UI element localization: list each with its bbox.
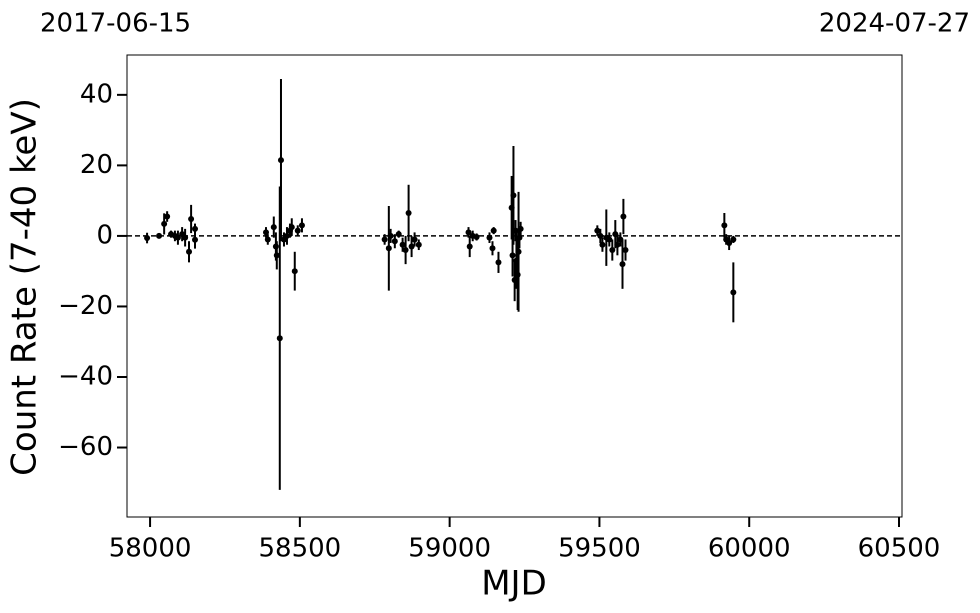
data-point bbox=[273, 252, 280, 259]
data-point bbox=[188, 215, 195, 222]
data-point bbox=[516, 234, 523, 241]
data-point bbox=[391, 238, 398, 245]
data-point bbox=[298, 222, 305, 229]
data-point bbox=[186, 248, 193, 255]
data-point bbox=[721, 222, 728, 229]
data-point bbox=[411, 236, 418, 243]
top-left-label: 2017-06-15 bbox=[40, 9, 191, 39]
x-tick-label: 58500 bbox=[258, 534, 341, 564]
x-tick-label: 59000 bbox=[408, 534, 491, 564]
data-point bbox=[620, 213, 627, 220]
data-point bbox=[730, 236, 737, 243]
data-point bbox=[182, 234, 189, 241]
data-point bbox=[609, 247, 616, 254]
y-tick-label: 0 bbox=[96, 220, 113, 250]
x-tick-label: 58000 bbox=[109, 534, 192, 564]
x-axis-label: MJD bbox=[481, 564, 547, 604]
data-point bbox=[622, 247, 629, 254]
data-point bbox=[509, 252, 516, 259]
data-point bbox=[402, 247, 409, 254]
data-point bbox=[490, 227, 497, 234]
y-tick-label: 40 bbox=[80, 79, 113, 109]
data-point bbox=[277, 157, 284, 164]
data-point bbox=[515, 248, 522, 255]
data-point bbox=[517, 225, 524, 232]
data-point bbox=[192, 225, 199, 232]
data-point bbox=[512, 227, 519, 234]
data-point bbox=[399, 241, 406, 248]
data-point bbox=[405, 209, 412, 216]
data-point bbox=[270, 224, 277, 231]
data-point bbox=[466, 243, 473, 250]
data-point bbox=[387, 232, 394, 239]
data-point bbox=[597, 232, 604, 239]
data-point bbox=[495, 259, 502, 266]
data-point bbox=[599, 241, 606, 248]
data-point bbox=[381, 236, 388, 243]
top-right-label: 2024-07-27 bbox=[819, 9, 970, 39]
data-point bbox=[164, 213, 171, 220]
data-point bbox=[264, 236, 271, 243]
y-tick-label: 20 bbox=[80, 150, 113, 180]
y-tick-label: −40 bbox=[58, 361, 113, 391]
data-point bbox=[283, 232, 290, 239]
data-point bbox=[726, 239, 733, 246]
data-point bbox=[594, 227, 601, 234]
data-point bbox=[606, 236, 613, 243]
data-point bbox=[294, 227, 301, 234]
data-point bbox=[619, 261, 626, 268]
data-point bbox=[192, 236, 199, 243]
data-point bbox=[263, 229, 270, 236]
data-point bbox=[395, 231, 402, 238]
x-tick-label: 59500 bbox=[558, 534, 641, 564]
data-point bbox=[510, 192, 517, 199]
y-tick-label: −60 bbox=[58, 432, 113, 462]
data-point bbox=[473, 233, 480, 240]
data-point bbox=[465, 229, 472, 236]
data-point bbox=[156, 232, 163, 239]
data-point bbox=[291, 268, 298, 275]
data-point bbox=[385, 245, 392, 252]
data-point bbox=[144, 235, 151, 242]
data-point bbox=[730, 289, 737, 296]
data-point bbox=[486, 234, 493, 241]
x-tick-label: 60500 bbox=[858, 534, 941, 564]
data-point bbox=[161, 220, 168, 227]
data-point bbox=[408, 243, 415, 250]
data-point bbox=[614, 241, 621, 248]
y-axis-label: Count Rate (7-40 keV) bbox=[5, 98, 45, 476]
y-tick-label: −20 bbox=[58, 291, 113, 321]
data-point bbox=[288, 224, 295, 231]
data-point bbox=[276, 335, 283, 342]
data-point bbox=[415, 241, 422, 248]
data-point bbox=[489, 245, 496, 252]
data-point bbox=[174, 234, 181, 241]
x-tick-label: 60000 bbox=[708, 534, 791, 564]
plot-frame bbox=[126, 54, 903, 518]
